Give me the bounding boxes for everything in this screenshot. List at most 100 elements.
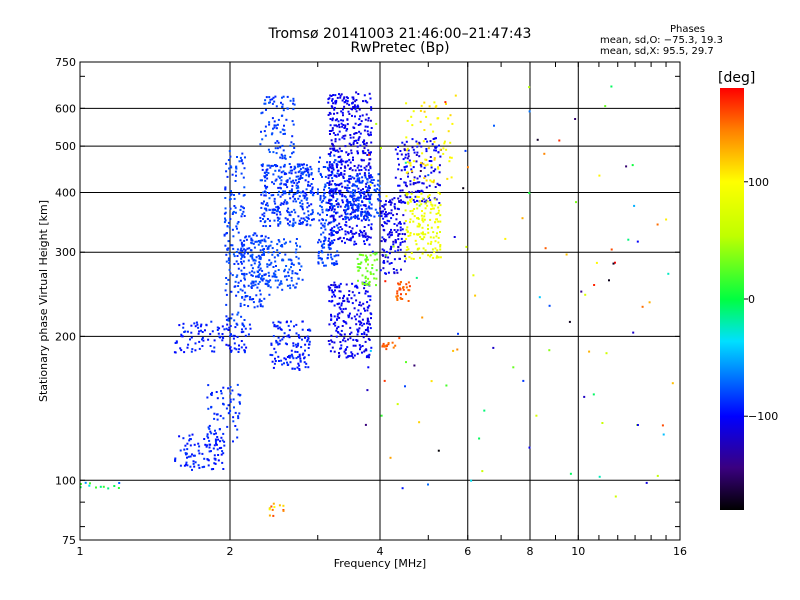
data-point	[411, 124, 414, 127]
data-point	[227, 259, 230, 262]
data-point	[253, 306, 256, 309]
data-point	[346, 189, 349, 192]
data-point	[354, 204, 357, 207]
data-point	[337, 169, 340, 172]
data-point	[368, 162, 371, 165]
data-point	[199, 325, 202, 328]
data-point	[363, 243, 366, 245]
data-point	[226, 248, 229, 251]
data-point	[401, 487, 404, 490]
data-point	[208, 424, 211, 427]
data-point	[368, 184, 370, 187]
data-point	[575, 201, 577, 204]
data-point	[317, 262, 320, 265]
data-point	[304, 366, 307, 369]
data-point	[191, 348, 194, 351]
data-point	[544, 247, 547, 250]
data-point	[239, 305, 242, 308]
data-point	[342, 135, 345, 138]
data-point	[348, 225, 351, 228]
data-point	[265, 203, 267, 206]
data-point	[191, 453, 193, 456]
data-point	[406, 196, 409, 199]
data-point	[233, 347, 236, 350]
data-point	[283, 362, 285, 365]
data-point	[329, 253, 332, 256]
data-point	[317, 212, 319, 215]
data-point	[243, 244, 246, 247]
data-point	[336, 198, 339, 201]
data-point	[279, 321, 282, 324]
data-point	[236, 222, 239, 225]
data-point	[214, 438, 217, 441]
data-point	[330, 204, 333, 207]
data-point	[352, 338, 355, 341]
data-point	[355, 110, 358, 113]
data-point	[430, 254, 433, 256]
data-point	[292, 222, 295, 225]
data-point	[288, 163, 291, 165]
data-point	[193, 454, 196, 457]
data-point	[367, 119, 370, 122]
data-point	[217, 438, 220, 441]
data-point	[408, 162, 411, 165]
data-point	[636, 240, 639, 243]
data-point	[278, 360, 280, 362]
data-point	[399, 241, 402, 244]
data-point	[243, 256, 246, 259]
data-point	[407, 175, 409, 178]
data-point	[259, 258, 262, 261]
data-point	[309, 184, 312, 187]
data-point	[330, 231, 333, 234]
data-point	[240, 257, 243, 260]
data-point	[360, 194, 362, 197]
data-point	[412, 160, 415, 163]
data-point	[412, 148, 415, 151]
data-point	[268, 192, 271, 194]
data-point	[522, 379, 525, 382]
data-point	[252, 242, 255, 245]
data-point	[327, 153, 330, 156]
data-point	[348, 142, 351, 145]
data-point	[320, 222, 323, 225]
data-point	[358, 191, 361, 194]
data-point	[417, 196, 420, 198]
data-point	[213, 346, 216, 349]
data-point	[327, 114, 330, 116]
data-point	[280, 179, 283, 182]
data-point	[608, 279, 610, 282]
data-point	[334, 284, 337, 286]
data-point	[356, 328, 359, 331]
data-point	[306, 335, 309, 338]
data-point	[420, 237, 423, 240]
data-point	[385, 254, 388, 257]
data-point	[416, 181, 419, 184]
data-point	[203, 465, 206, 468]
data-point	[298, 355, 301, 358]
data-point	[278, 326, 281, 329]
data-point	[307, 337, 310, 340]
data-point	[340, 171, 343, 174]
data-point	[228, 262, 231, 264]
data-point	[230, 317, 233, 320]
data-point	[293, 103, 296, 106]
data-point	[363, 230, 366, 232]
data-point	[368, 153, 371, 156]
data-point	[276, 243, 279, 246]
data-point	[252, 281, 255, 284]
data-point	[289, 240, 292, 243]
data-point	[227, 221, 230, 224]
data-point	[438, 164, 441, 167]
data-point	[184, 452, 187, 455]
data-point	[180, 333, 183, 336]
data-point	[241, 213, 244, 215]
data-point	[333, 208, 336, 211]
data-point	[236, 156, 238, 158]
data-point	[257, 243, 260, 246]
data-point	[359, 115, 362, 118]
data-point	[335, 124, 338, 127]
data-point	[264, 186, 267, 189]
data-point	[352, 96, 355, 99]
data-point	[259, 263, 262, 266]
data-point	[359, 312, 362, 315]
